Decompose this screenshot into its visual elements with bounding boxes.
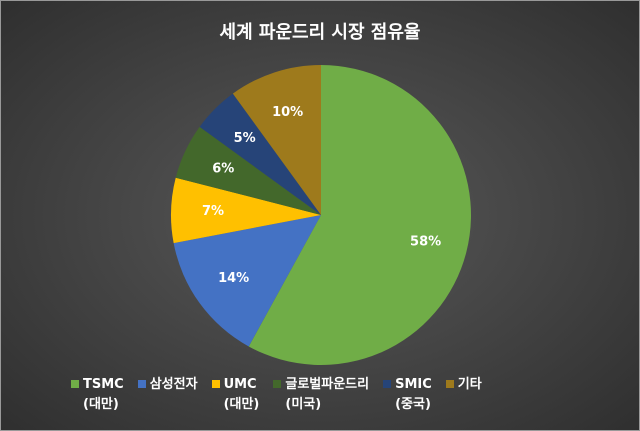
legend-swatch	[211, 380, 220, 388]
legend-swatch	[273, 380, 282, 388]
data-label: 58%	[410, 234, 441, 249]
pie-slice	[175, 126, 321, 215]
legend-label: 글로벌파운드리 (미국)	[285, 377, 370, 412]
legend: TSMC (대만) 삼성전자 UMC (대만) 글로벌파운드리 (미국) SMIC (중…	[71, 375, 482, 415]
legend-item: 삼성전자	[137, 375, 198, 415]
pie-slice	[199, 93, 321, 215]
legend-item: TSMC (대만)	[71, 375, 124, 415]
legend-item: 기타	[445, 375, 482, 415]
legend-item: UMC (대만)	[211, 375, 260, 415]
data-label: 7%	[202, 204, 224, 219]
data-label: 14%	[218, 271, 249, 286]
legend-item: 글로벌파운드리 (미국)	[273, 375, 369, 415]
legend-label: 삼성전자	[149, 377, 198, 392]
pie-slice	[173, 215, 321, 347]
legend-label: SMIC (중국)	[395, 377, 432, 412]
data-label: 6%	[212, 162, 234, 177]
data-label: 10%	[272, 105, 303, 120]
chart-title: 세계 파운드리 시장 점유율	[220, 22, 421, 43]
legend-swatch	[445, 380, 454, 388]
legend-swatch	[71, 380, 79, 388]
legend-label: UMC (대만)	[223, 377, 260, 412]
legend-label: 기타	[457, 377, 482, 392]
legend-label: TSMC (대만)	[83, 377, 124, 412]
pie-slice	[171, 177, 321, 244]
data-label: 5%	[234, 131, 256, 146]
pie-slice	[248, 65, 471, 365]
legend-swatch	[383, 380, 392, 388]
legend-item: SMIC (중국)	[383, 375, 432, 415]
pie-slice	[232, 65, 321, 215]
legend-swatch	[137, 380, 146, 388]
